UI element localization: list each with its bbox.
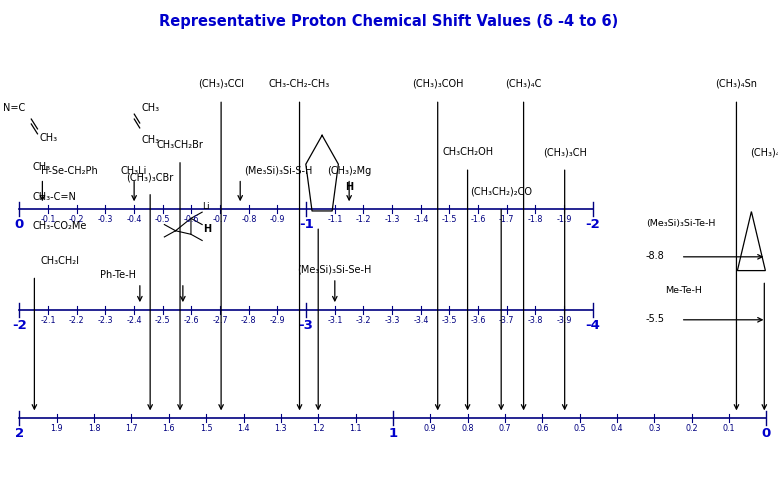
Text: -0.9: -0.9 xyxy=(270,215,286,224)
Text: Representative Proton Chemical Shift Values (δ -4 to 6): Representative Proton Chemical Shift Val… xyxy=(159,14,619,29)
Text: CH₃: CH₃ xyxy=(33,162,51,172)
Text: -2.7: -2.7 xyxy=(212,316,228,325)
Text: 0.9: 0.9 xyxy=(424,424,436,433)
Text: 1.2: 1.2 xyxy=(312,424,324,433)
Text: -3.7: -3.7 xyxy=(499,316,514,325)
Text: Ph-Te-H: Ph-Te-H xyxy=(100,271,136,280)
Text: 0.5: 0.5 xyxy=(573,424,586,433)
Text: -8.8: -8.8 xyxy=(646,251,664,261)
Text: 0.7: 0.7 xyxy=(499,424,511,433)
Text: 1.9: 1.9 xyxy=(51,424,63,433)
Text: -0.6: -0.6 xyxy=(184,215,199,224)
Text: (Me₃Si)₃Si-Te-H: (Me₃Si)₃Si-Te-H xyxy=(646,219,715,228)
Text: (CH₃)₃COH: (CH₃)₃COH xyxy=(412,79,464,89)
Text: -1.1: -1.1 xyxy=(327,215,342,224)
Text: 1: 1 xyxy=(388,427,398,440)
Text: -1.5: -1.5 xyxy=(442,215,457,224)
Text: 1.6: 1.6 xyxy=(163,424,175,433)
Text: 1.5: 1.5 xyxy=(200,424,212,433)
Text: (CH₃)₃CCl: (CH₃)₃CCl xyxy=(198,79,244,89)
Text: -1.6: -1.6 xyxy=(471,215,485,224)
Text: -3: -3 xyxy=(299,319,314,332)
Text: CH₃-C=N: CH₃-C=N xyxy=(33,192,77,202)
Text: (CH₃)₂Mg: (CH₃)₂Mg xyxy=(327,166,371,176)
Text: -1.2: -1.2 xyxy=(356,215,371,224)
Text: CH₃CH₂OH: CH₃CH₂OH xyxy=(442,148,493,157)
Text: -2.9: -2.9 xyxy=(270,316,286,325)
Text: -2.4: -2.4 xyxy=(126,316,142,325)
Text: H: H xyxy=(204,224,212,234)
Text: -2.1: -2.1 xyxy=(40,316,56,325)
Text: -0.1: -0.1 xyxy=(40,215,56,224)
Text: H-Se-CH₂Ph: H-Se-CH₂Ph xyxy=(40,166,97,176)
Text: CH₃CH₂I: CH₃CH₂I xyxy=(40,256,79,266)
Text: 1.3: 1.3 xyxy=(275,424,287,433)
Text: 0: 0 xyxy=(15,218,24,231)
Text: 2: 2 xyxy=(15,427,24,440)
Text: -2: -2 xyxy=(12,319,26,332)
Text: N=C: N=C xyxy=(3,103,25,113)
Text: 1.1: 1.1 xyxy=(349,424,362,433)
Text: -1.3: -1.3 xyxy=(384,215,400,224)
Text: -3.4: -3.4 xyxy=(413,316,429,325)
Text: (CH₃)₃CH: (CH₃)₃CH xyxy=(543,148,587,157)
Text: CH₃: CH₃ xyxy=(39,133,57,143)
Text: (Me₃Si)₃Si-S-H: (Me₃Si)₃Si-S-H xyxy=(244,166,313,176)
Text: -3.6: -3.6 xyxy=(471,316,485,325)
Text: -0.2: -0.2 xyxy=(69,215,85,224)
Text: -1: -1 xyxy=(299,218,314,231)
Text: CH₃: CH₃ xyxy=(142,103,159,113)
Text: -2.5: -2.5 xyxy=(155,316,170,325)
Text: 0.1: 0.1 xyxy=(723,424,735,433)
Text: 0: 0 xyxy=(762,427,771,440)
Text: -0.5: -0.5 xyxy=(155,215,170,224)
Text: -0.4: -0.4 xyxy=(127,215,142,224)
Text: -1.7: -1.7 xyxy=(499,215,514,224)
Text: -4: -4 xyxy=(585,319,601,332)
Text: -2: -2 xyxy=(586,218,600,231)
Text: Li: Li xyxy=(202,202,210,211)
Text: CH₃-CH₂-CH₃: CH₃-CH₂-CH₃ xyxy=(269,79,330,89)
Text: -1.9: -1.9 xyxy=(556,215,572,224)
Text: -0.7: -0.7 xyxy=(212,215,228,224)
Text: -3.9: -3.9 xyxy=(556,316,572,325)
Text: CH₃: CH₃ xyxy=(142,135,159,145)
Text: CH₃CH₂Br: CH₃CH₂Br xyxy=(156,140,204,150)
Text: -2.3: -2.3 xyxy=(98,316,114,325)
Text: (CH₃)₄C: (CH₃)₄C xyxy=(506,79,541,89)
Text: Me-Te-H: Me-Te-H xyxy=(665,286,702,295)
Text: (CH₃)₄Sn: (CH₃)₄Sn xyxy=(716,79,758,89)
Text: (CH₃CH₂)₂CO: (CH₃CH₂)₂CO xyxy=(470,187,532,197)
Text: -3.2: -3.2 xyxy=(356,316,371,325)
Text: -3.5: -3.5 xyxy=(442,316,457,325)
Text: 0.8: 0.8 xyxy=(461,424,474,433)
Text: -3.8: -3.8 xyxy=(527,316,543,325)
Text: H: H xyxy=(345,182,353,192)
Text: CH₃-CO₂Me: CH₃-CO₂Me xyxy=(33,221,87,231)
Text: (CH₃)₄Si: (CH₃)₄Si xyxy=(751,148,778,157)
Text: -0.3: -0.3 xyxy=(98,215,113,224)
Text: -2.8: -2.8 xyxy=(241,316,257,325)
Text: CH₃Li: CH₃Li xyxy=(121,166,147,176)
Text: (CH₃)₃CBr: (CH₃)₃CBr xyxy=(127,172,173,182)
Text: -2.6: -2.6 xyxy=(184,316,199,325)
Text: -1.4: -1.4 xyxy=(413,215,429,224)
Text: 1.7: 1.7 xyxy=(125,424,138,433)
Text: 0.4: 0.4 xyxy=(611,424,623,433)
Text: 1.8: 1.8 xyxy=(88,424,100,433)
Text: 1.4: 1.4 xyxy=(237,424,250,433)
Text: -3.1: -3.1 xyxy=(327,316,342,325)
Text: 0.2: 0.2 xyxy=(685,424,698,433)
Text: (Me₃Si)₃Si-Se-H: (Me₃Si)₃Si-Se-H xyxy=(298,265,372,275)
Text: -1.8: -1.8 xyxy=(527,215,543,224)
Text: -3.3: -3.3 xyxy=(384,316,400,325)
Text: -2.2: -2.2 xyxy=(69,316,85,325)
Text: -0.8: -0.8 xyxy=(241,215,257,224)
Text: 0.6: 0.6 xyxy=(536,424,548,433)
Text: 0.3: 0.3 xyxy=(648,424,661,433)
Text: -5.5: -5.5 xyxy=(646,314,664,324)
